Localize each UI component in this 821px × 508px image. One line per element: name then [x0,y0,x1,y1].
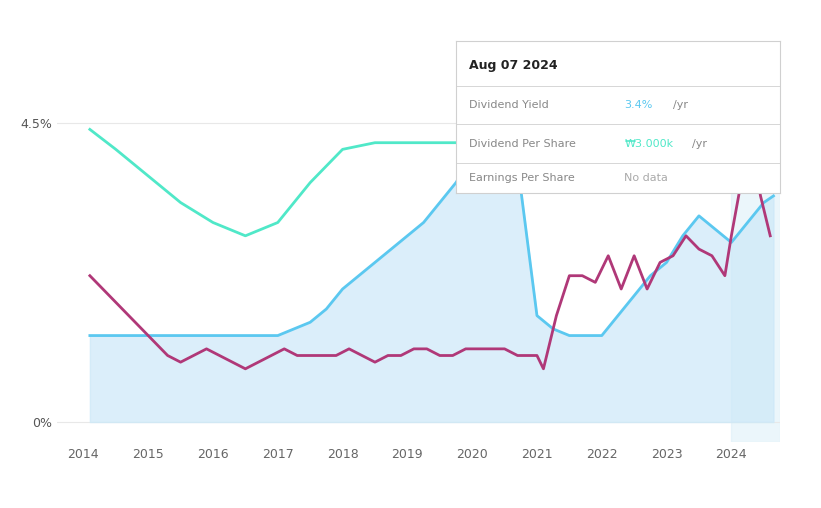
Bar [732,76,780,442]
Text: /yr: /yr [673,101,688,110]
Text: ₩3.000k: ₩3.000k [624,139,673,148]
Text: /yr: /yr [692,139,708,148]
Text: Dividend Per Share: Dividend Per Share [469,139,576,148]
Text: Aug 07 2024: Aug 07 2024 [469,59,557,72]
Text: 3.4%: 3.4% [624,101,653,110]
Text: No data: No data [624,173,668,183]
Text: Past: Past [735,111,758,121]
Text: Earnings Per Share: Earnings Per Share [469,173,575,183]
Text: Dividend Yield: Dividend Yield [469,101,548,110]
